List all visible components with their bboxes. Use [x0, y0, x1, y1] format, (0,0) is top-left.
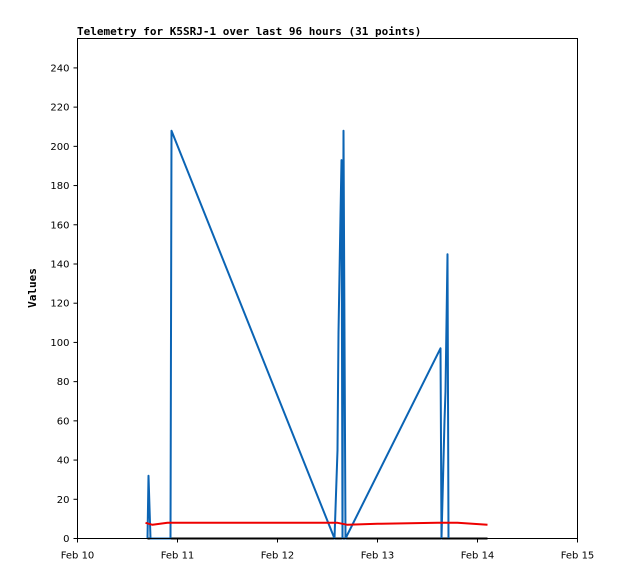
y-tick-label: 160 [50, 220, 69, 231]
y-tick-label: 80 [57, 377, 70, 388]
x-axis: Feb 10 Feb 11 Feb 12 Feb 13 Feb 14 Feb 15 [61, 538, 595, 562]
y-tick-label: 180 [50, 181, 69, 192]
y-axis: 0 20 40 60 80 100 120 140 160 180 200 220 240 [50, 63, 78, 545]
x-tick-label: Feb 14 [461, 551, 495, 562]
y-tick-label: 200 [50, 142, 69, 153]
x-tick-label: Feb 10 [61, 551, 95, 562]
y-tick-label: 40 [57, 456, 70, 467]
x-tick-label: Feb 15 [561, 551, 595, 562]
y-tick-label: 240 [50, 63, 69, 74]
y-tick-label: 100 [50, 338, 69, 349]
series-line-2 [145, 521, 488, 526]
y-tick-label: 140 [50, 259, 69, 270]
y-axis-label: Values [26, 268, 39, 308]
chart-title: Telemetry for K5SRJ-1 over last 96 hours… [77, 25, 421, 38]
x-tick-label: Feb 12 [261, 551, 295, 562]
x-tick-label: Feb 11 [161, 551, 195, 562]
y-tick-label: 20 [57, 495, 70, 506]
x-tick-label: Feb 13 [361, 551, 395, 562]
y-tick-label: 0 [63, 534, 69, 545]
y-tick-label: 60 [57, 416, 70, 427]
y-tick-label: 120 [50, 299, 69, 310]
y-tick-label: 220 [50, 103, 69, 114]
plot-frame [77, 38, 578, 539]
